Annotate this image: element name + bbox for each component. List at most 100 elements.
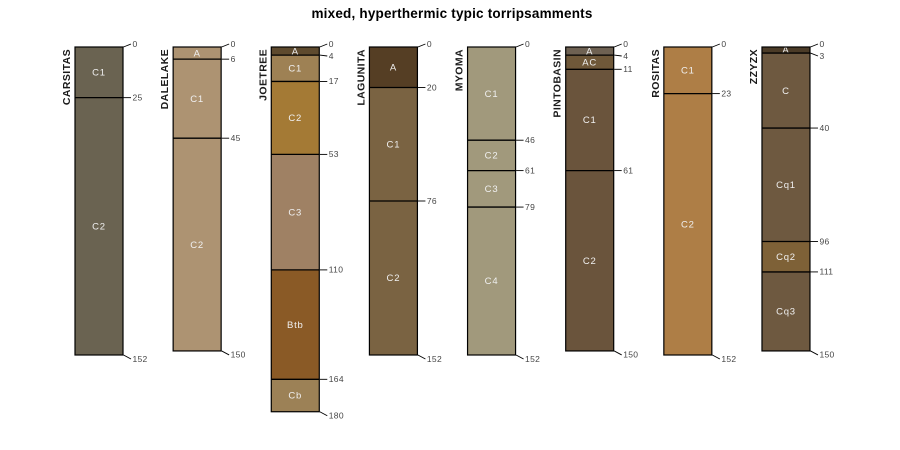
depth-tick-label: 152 <box>721 354 736 364</box>
depth-tick-label: 152 <box>133 354 148 364</box>
depth-tick-label: 53 <box>329 149 339 159</box>
depth-tick-label: 111 <box>819 267 833 277</box>
depth-tick-label: 76 <box>427 196 437 206</box>
depth-tick-label: 0 <box>623 39 628 49</box>
depth-tick-label: 4 <box>329 51 334 61</box>
depth-tick-line <box>810 350 819 356</box>
horizon-rect <box>761 271 810 351</box>
horizon-rect <box>761 128 810 242</box>
profile-outline <box>663 46 713 356</box>
depth-tick-line <box>614 43 622 48</box>
horizon-label: Cq1 <box>776 180 796 191</box>
depth-tick-label: 17 <box>329 76 339 86</box>
horizon-label: A <box>586 46 593 57</box>
horizon-label: A <box>194 48 201 59</box>
depth-tick-line <box>221 43 230 48</box>
horizon-label: C1 <box>681 66 695 77</box>
profile-outline <box>565 46 615 352</box>
horizon-rect <box>271 379 320 412</box>
horizon-label: C2 <box>681 220 695 231</box>
depth-tick-line <box>123 43 132 48</box>
depth-tick-line <box>810 43 819 48</box>
horizon-label: C2 <box>92 222 106 233</box>
depth-tick-line <box>319 411 328 417</box>
depth-tick-label: 164 <box>329 374 344 384</box>
horizon-label: A <box>782 45 789 56</box>
horizon-label: C1 <box>583 115 597 126</box>
horizon-rect <box>271 154 320 270</box>
depth-tick-label: 20 <box>427 82 437 92</box>
depth-tick-label: 61 <box>525 165 535 175</box>
depth-tick-line <box>319 43 328 48</box>
horizon-label: Cq3 <box>776 307 796 318</box>
chart-title: mixed, hyperthermic typic torripsamments <box>311 6 592 21</box>
horizon-label: C1 <box>387 139 401 150</box>
depth-tick-label: 0 <box>329 39 334 49</box>
profile-name-label: ZZYZX <box>748 49 760 84</box>
depth-tick-label: 150 <box>231 350 246 360</box>
horizon-label: C3 <box>485 184 499 195</box>
depth-tick-line <box>319 54 328 57</box>
horizon-rect <box>271 55 320 82</box>
horizon-rect <box>467 47 516 141</box>
horizon-rect <box>467 170 516 208</box>
depth-tick-label: 0 <box>133 39 138 49</box>
depth-tick-label: 0 <box>819 39 824 49</box>
depth-tick-label: 0 <box>525 39 530 49</box>
depth-tick-label: 25 <box>133 92 143 102</box>
horizon-rect <box>761 241 810 272</box>
profile-outline <box>761 46 811 352</box>
horizon-label: C2 <box>485 151 499 162</box>
horizon-rect <box>369 200 418 355</box>
horizon-rect <box>761 47 810 54</box>
horizon-rect <box>271 47 320 56</box>
horizon-rect <box>173 138 222 351</box>
horizon-label: C2 <box>583 256 597 267</box>
profile-name-label: DALELAKE <box>159 49 171 109</box>
depth-tick-line <box>123 354 132 360</box>
horizon-label: C2 <box>190 240 204 251</box>
horizon-rect <box>75 47 123 98</box>
depth-tick-line <box>712 43 721 48</box>
horizon-label: Btb <box>287 320 304 331</box>
profile-carsitas: C1 C2 0 25 152 CARSITAS <box>61 39 148 364</box>
depth-tick-label: 180 <box>329 411 344 421</box>
depth-tick-line <box>221 350 230 356</box>
profile-name-label: MYOMA <box>454 49 466 91</box>
depth-tick-label: 96 <box>819 236 829 246</box>
depth-tick-label: 61 <box>623 165 633 175</box>
depth-tick-line <box>712 354 721 360</box>
profile-name-label: PINTOBASIN <box>552 49 564 118</box>
horizon-rect <box>467 207 516 355</box>
profile-outline <box>172 46 222 352</box>
horizon-rect <box>173 59 222 139</box>
profile-myoma: C1 C2 C3 C4 0 46 61 79 152 MYOMA <box>454 39 540 364</box>
depth-tick-label: 46 <box>525 135 535 145</box>
depth-tick-line <box>417 43 426 48</box>
horizon-label: AC <box>582 57 597 68</box>
horizon-label: C4 <box>485 276 499 287</box>
depth-tick-line <box>515 354 524 360</box>
depth-tick-label: 11 <box>623 64 632 74</box>
horizon-label: C1 <box>190 94 204 105</box>
horizon-rect <box>565 47 614 56</box>
horizon-rect <box>761 53 810 129</box>
depth-tick-label: 4 <box>623 51 628 61</box>
horizon-rect <box>467 140 516 171</box>
depth-tick-label: 40 <box>819 123 829 133</box>
depth-tick-line <box>417 354 426 360</box>
horizon-label: A <box>390 62 397 73</box>
horizon-rect <box>271 269 320 380</box>
profile-outline <box>466 46 517 356</box>
profile-name-label: LAGUNITA <box>355 49 367 106</box>
horizon-rect <box>663 47 712 94</box>
horizon-rect <box>369 47 418 88</box>
horizon-rect <box>663 93 712 355</box>
depth-tick-label: 152 <box>427 354 442 364</box>
profile-name-label: JOETREE <box>257 49 269 101</box>
depth-tick-label: 150 <box>819 350 834 360</box>
depth-tick-label: 0 <box>231 39 236 49</box>
horizon-label: C1 <box>92 68 106 79</box>
